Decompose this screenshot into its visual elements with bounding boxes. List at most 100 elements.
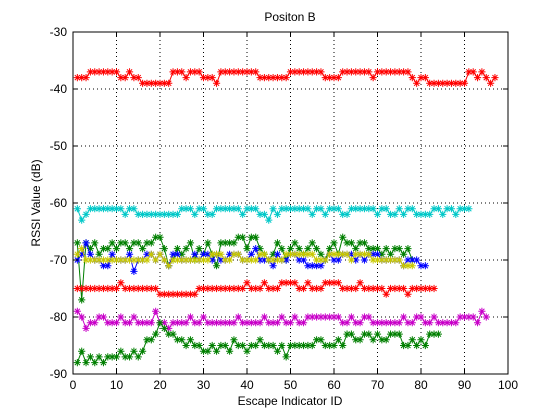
data-point [395,205,403,213]
data-point [169,330,177,338]
data-point [230,319,238,327]
data-point [282,74,290,82]
data-point [395,245,403,253]
data-point [369,205,377,213]
data-point [247,250,255,258]
data-point [108,239,116,247]
data-point [330,313,338,321]
data-point [178,205,186,213]
data-point [199,347,208,355]
data-point [160,245,168,253]
x-tick-label: 50 [284,378,298,392]
data-point [413,284,421,293]
data-point [182,290,190,298]
data-point [352,284,360,293]
data-point [73,250,81,258]
data-point [330,74,338,82]
data-point [365,313,373,321]
data-point [347,239,355,247]
data-point [147,319,155,327]
data-point [391,319,399,327]
data-point [169,319,177,327]
data-point [352,256,360,264]
data-point [252,256,260,264]
data-point [286,341,295,350]
data-point [147,284,155,293]
data-point [217,68,225,76]
data-point [408,205,416,213]
data-point [391,68,399,76]
data-point [317,336,325,344]
data-point [273,239,282,247]
data-point [382,245,390,253]
data-point [408,262,416,270]
data-point [408,74,416,82]
data-point [299,68,308,76]
data-point [234,313,242,321]
data-point [404,319,412,327]
data-point [473,74,482,82]
data-point [260,250,268,258]
data-point [373,319,382,327]
data-point [360,313,369,321]
data-point [99,313,108,321]
data-point [165,210,173,218]
data-point [108,68,116,76]
data-point [265,256,273,264]
data-point [169,210,177,218]
data-point [447,319,456,327]
data-point [256,250,264,258]
data-point [95,256,103,264]
data-point [286,205,295,213]
data-point [104,262,112,270]
data-point [382,319,390,327]
data-point [195,341,203,350]
data-point [352,68,360,76]
data-point [373,245,382,253]
data-point [191,68,199,76]
data-point [239,256,247,264]
data-point [404,262,412,270]
data-point [265,319,273,327]
data-point [308,239,316,247]
data-point [152,284,160,293]
data-point [117,74,125,82]
data-point [73,205,81,213]
data-point [482,74,490,82]
series-7 [73,307,490,332]
data-point [347,68,355,76]
data-point [173,256,181,264]
data-point [273,210,282,218]
data-point [313,284,321,293]
data-point [73,307,81,315]
data-point [365,284,373,293]
data-point [356,336,364,344]
data-point [204,256,212,264]
data-point [334,205,342,213]
data-point [226,68,234,76]
data-point [86,205,94,213]
data-point [439,79,447,87]
data-point [343,284,351,293]
data-point [352,205,360,213]
data-point [265,74,273,82]
data-point [169,290,177,298]
data-point [295,250,303,258]
y-tick-label: -70 [50,253,68,267]
data-point [286,68,295,76]
data-point [108,250,116,258]
data-point [125,205,134,213]
data-point [226,347,234,355]
data-point [395,68,403,76]
data-point [99,262,108,270]
data-point [186,205,195,213]
data-point [243,279,251,287]
data-point [112,68,121,76]
data-point [256,336,264,344]
data-point [78,347,86,355]
data-point [400,210,408,218]
data-point [334,74,342,82]
data-point [404,341,412,350]
data-point [491,74,499,82]
data-point [195,284,203,293]
